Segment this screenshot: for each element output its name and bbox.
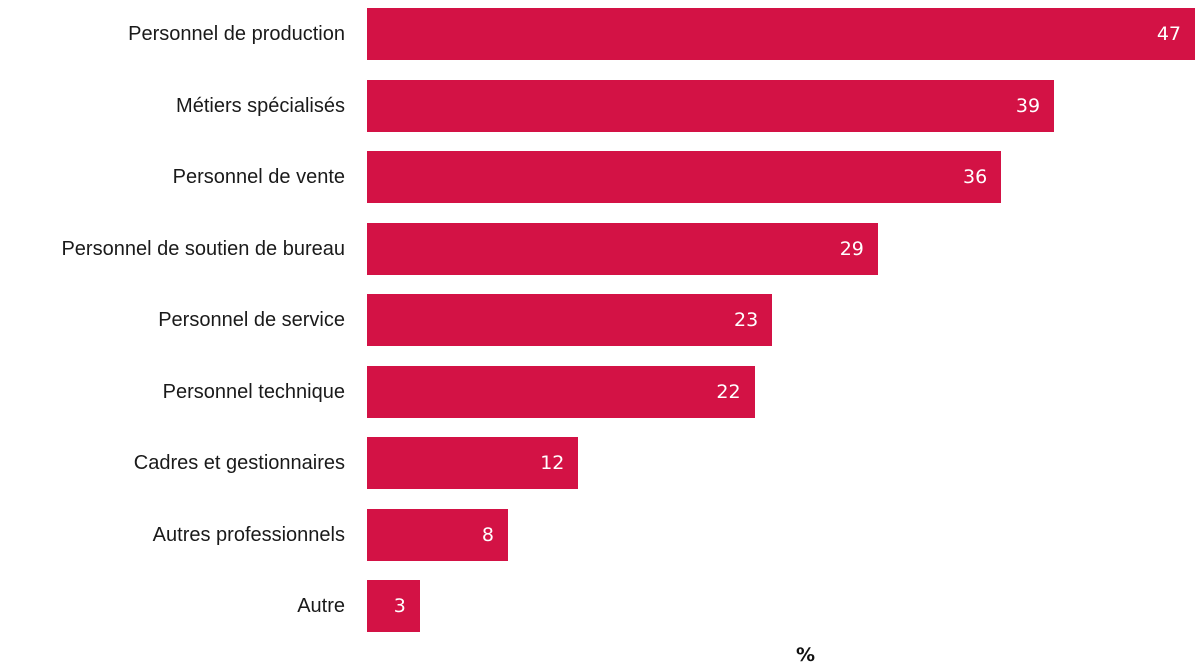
bar-value-label: 47 bbox=[1156, 23, 1181, 45]
bar bbox=[367, 222, 878, 275]
category-label: Personnel de production bbox=[128, 23, 345, 45]
bar-value-label: 29 bbox=[839, 237, 864, 260]
category-label: Autres professionnels bbox=[152, 523, 345, 546]
bar bbox=[367, 508, 508, 561]
category-label: Cadres et gestionnaires bbox=[133, 452, 345, 474]
bar bbox=[367, 8, 1195, 60]
bar bbox=[367, 580, 420, 632]
bar-value-label: 22 bbox=[716, 380, 741, 403]
category-label: Personnel de service bbox=[158, 309, 345, 331]
category-label: Personnel de vente bbox=[172, 166, 345, 188]
bar bbox=[367, 437, 579, 489]
bar-value-label: 12 bbox=[540, 452, 565, 474]
bar bbox=[367, 79, 1055, 132]
bar-value-label: 8 bbox=[481, 523, 494, 546]
category-label: Métiers spécialisés bbox=[176, 94, 345, 117]
category-label: Personnel de soutien de bureau bbox=[61, 237, 345, 260]
bar-value-label: 39 bbox=[1015, 94, 1041, 117]
bar bbox=[367, 365, 755, 418]
bar bbox=[367, 294, 773, 346]
bar-value-label: 23 bbox=[734, 309, 759, 331]
bar bbox=[367, 151, 1002, 203]
bar-value-label: 36 bbox=[963, 166, 988, 188]
category-label: Autre bbox=[297, 595, 345, 617]
category-label: Personnel technique bbox=[162, 380, 345, 403]
bar-value-label: 3 bbox=[393, 595, 406, 617]
x-axis-unit-label: % bbox=[796, 644, 816, 666]
